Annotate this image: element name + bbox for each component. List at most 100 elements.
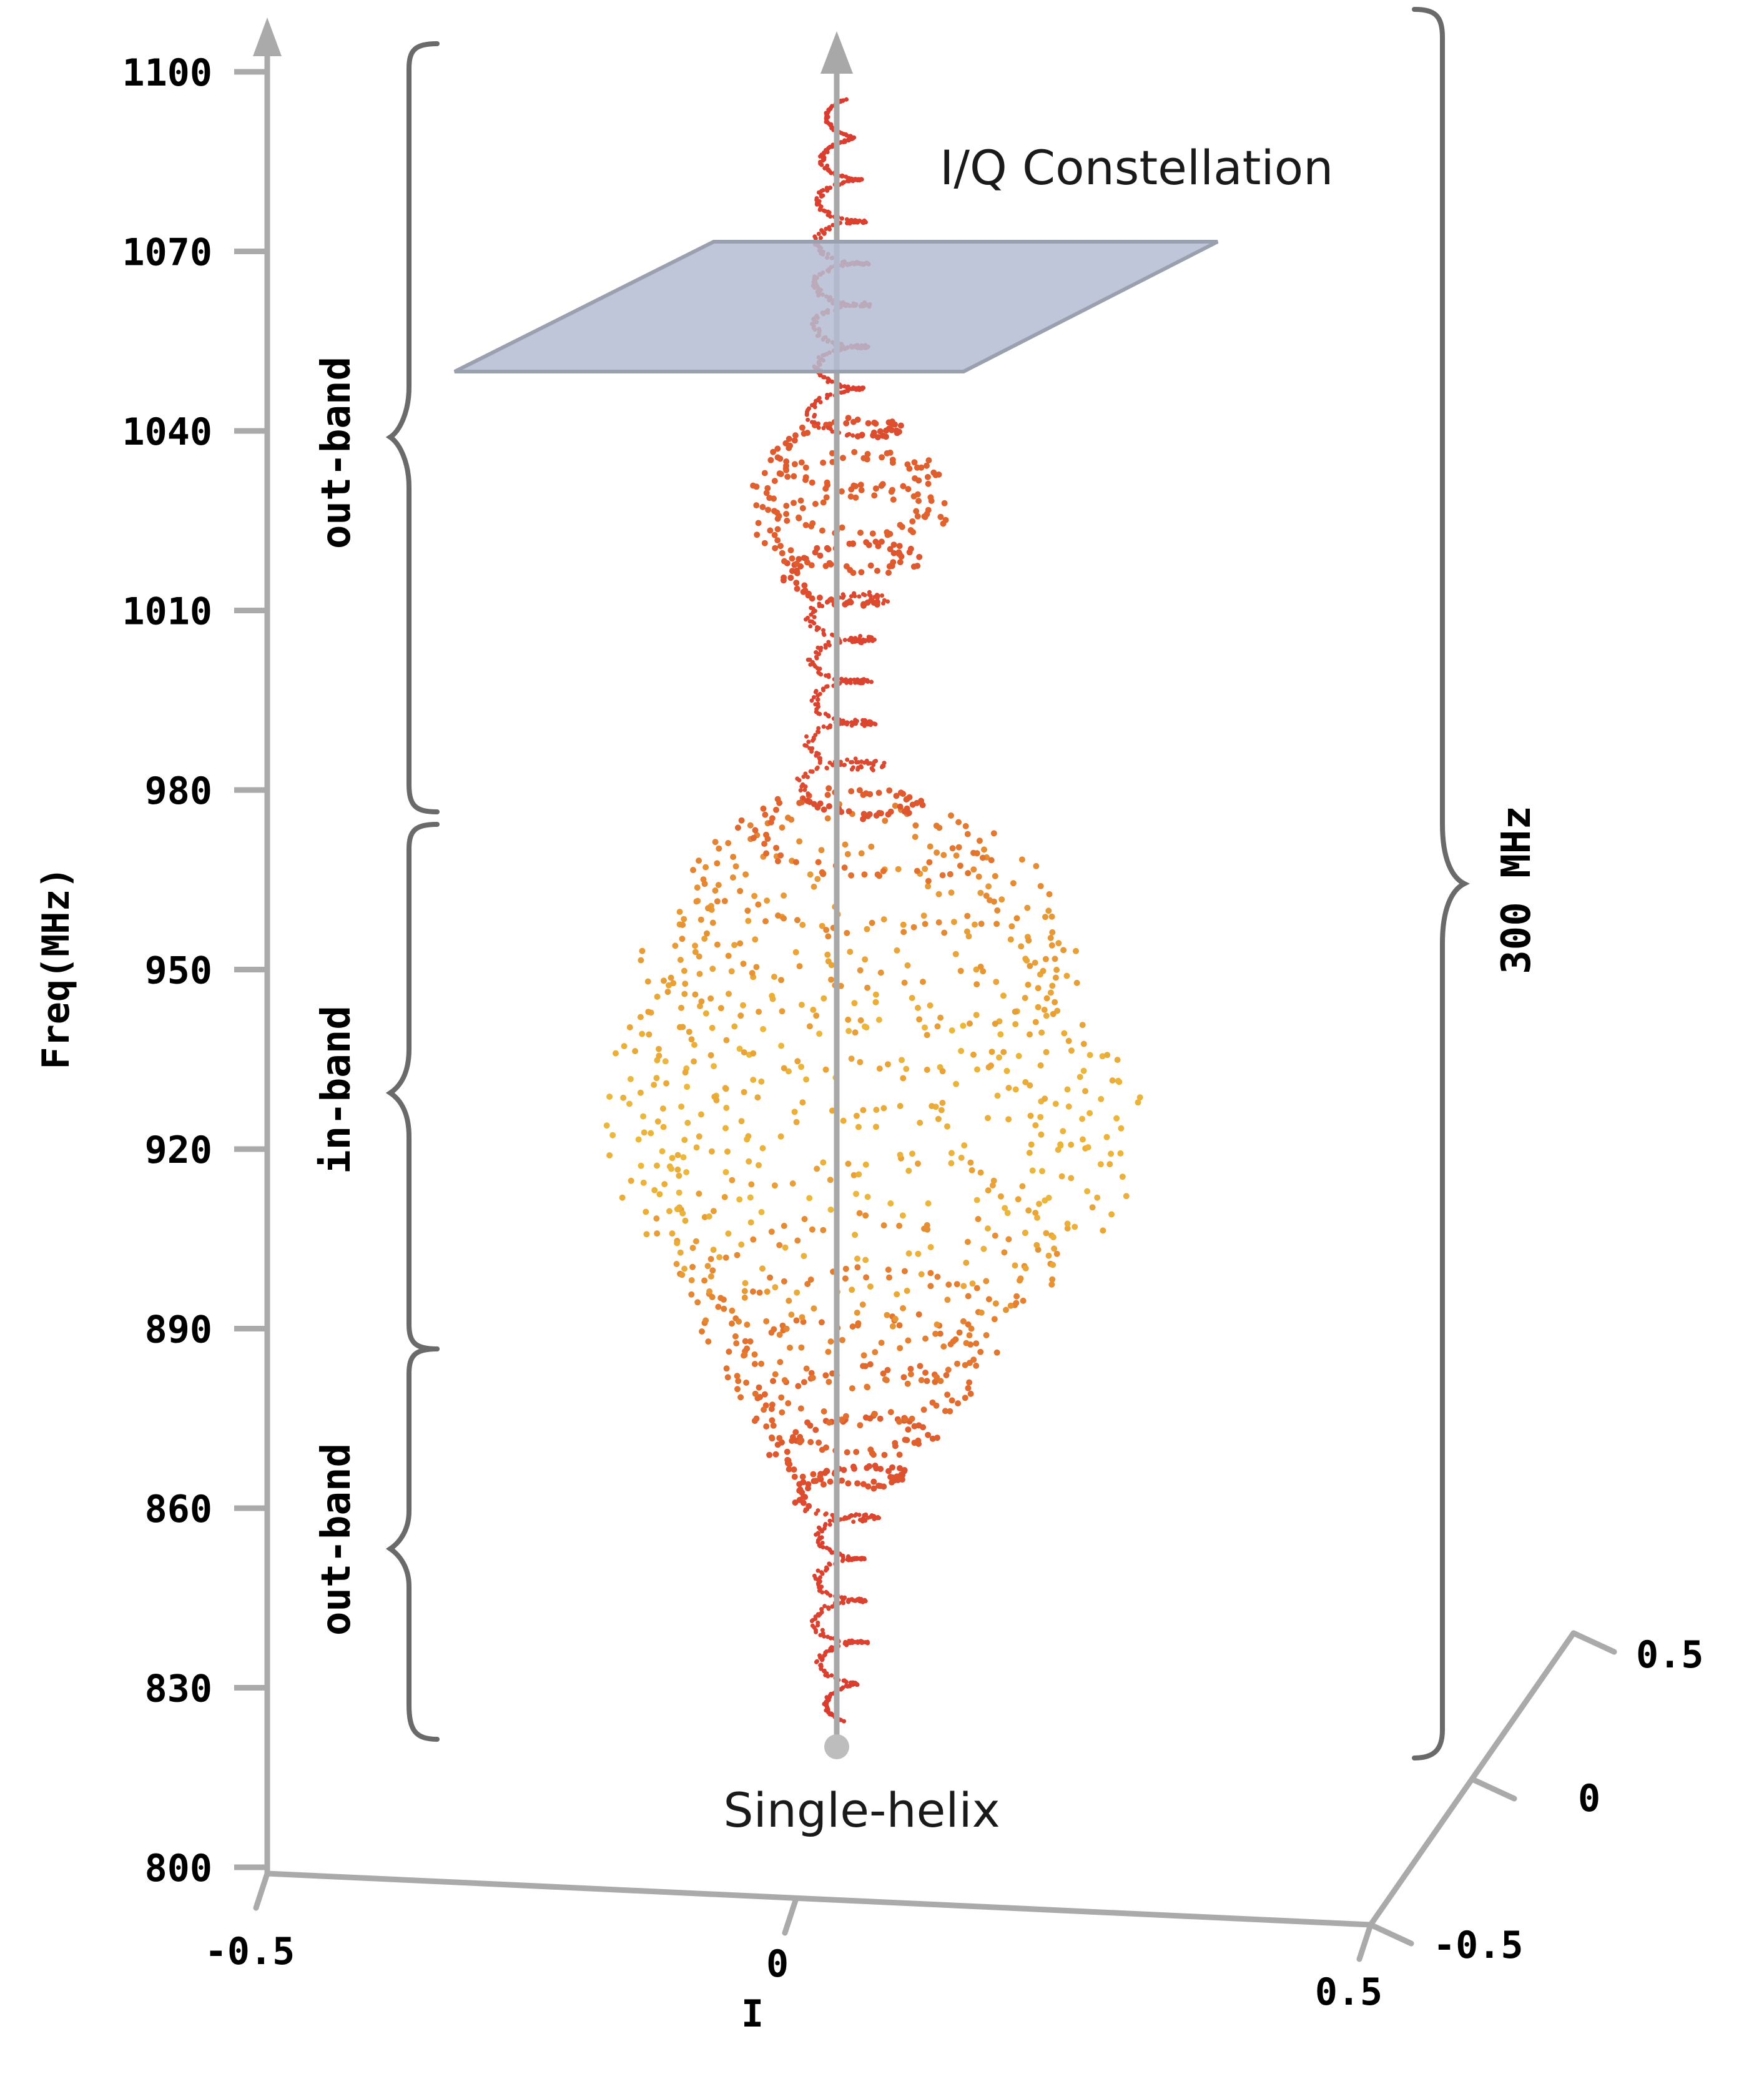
helix-point: [924, 473, 931, 480]
helix-point: [716, 845, 722, 852]
helix-point: [920, 1424, 927, 1431]
helix-point: [731, 1023, 738, 1030]
helix-point: [854, 387, 859, 391]
helix-point: [702, 864, 709, 871]
helix-point: [824, 1468, 830, 1474]
helix-point: [874, 601, 880, 608]
helix-point: [807, 658, 812, 662]
helix-point: [1020, 1297, 1027, 1304]
helix-point: [666, 1208, 673, 1215]
helix-point: [862, 1257, 869, 1263]
helix-point: [827, 1518, 832, 1523]
helix-point: [889, 486, 895, 493]
helix-point: [909, 518, 916, 525]
helix-point: [753, 1415, 760, 1422]
helix-point: [706, 1213, 712, 1220]
helix-point: [775, 912, 781, 919]
helix-point: [711, 1063, 717, 1070]
helix-point: [826, 560, 833, 566]
helix-point: [860, 1481, 867, 1488]
helix-point: [792, 432, 799, 439]
helix-point: [674, 1152, 681, 1158]
helix-point: [932, 1330, 939, 1337]
helix-point: [643, 1231, 650, 1238]
helix-point: [1108, 1150, 1115, 1157]
helix-point: [849, 1385, 855, 1392]
helix-point: [765, 506, 772, 513]
helix-point: [885, 1061, 891, 1068]
helix-point: [681, 1265, 688, 1272]
helix-point: [860, 601, 867, 608]
helix-point: [1022, 1230, 1028, 1237]
helix-point: [783, 511, 790, 517]
helix-point: [795, 1383, 802, 1390]
helix-point: [844, 1684, 849, 1689]
helix-point: [762, 918, 769, 925]
helix-point: [820, 1159, 827, 1166]
helix-point: [717, 1005, 724, 1012]
helix-point: [708, 1148, 715, 1155]
helix-point: [819, 645, 824, 650]
helix-point: [865, 420, 872, 427]
helix-point: [713, 1097, 720, 1104]
helix-point: [692, 1238, 699, 1245]
helix-point: [894, 430, 900, 437]
helix-point: [784, 1456, 791, 1463]
helix-point: [1089, 1204, 1096, 1211]
helix-point: [688, 1277, 695, 1283]
helix-point: [670, 980, 677, 987]
helix-point: [887, 1409, 894, 1416]
helix-point: [864, 679, 869, 684]
helix-point: [691, 1058, 697, 1065]
helix-point: [1118, 1125, 1125, 1132]
helix-point: [905, 809, 912, 816]
helix-point: [849, 594, 854, 599]
helix-point: [825, 376, 830, 381]
helix-point: [855, 219, 860, 224]
helix-point: [871, 492, 878, 499]
helix-point: [815, 1531, 820, 1536]
helix-point: [817, 552, 824, 559]
helix-point: [900, 1075, 907, 1082]
helix-point: [750, 834, 757, 841]
helix-point: [962, 1395, 968, 1401]
helix-point: [816, 726, 821, 731]
helix-origin-dot-icon: [824, 1734, 849, 1759]
helix-point: [779, 1008, 786, 1015]
helix-point: [763, 1318, 770, 1325]
helix-point: [855, 760, 860, 764]
helix-point: [941, 929, 948, 936]
helix-point: [747, 822, 754, 829]
helix-point: [819, 922, 825, 929]
helix-point: [807, 1439, 814, 1446]
helix-point: [738, 817, 745, 824]
helix-point: [640, 1113, 647, 1120]
helix-point: [817, 395, 822, 400]
helix-point: [853, 1112, 860, 1119]
helix-point: [682, 980, 689, 987]
z-tick-label: 1100: [122, 51, 213, 95]
helix-point: [914, 464, 920, 471]
helix-point: [696, 953, 702, 960]
helix-point: [734, 1373, 741, 1380]
helix-point: [821, 426, 826, 430]
helix-point: [801, 1379, 807, 1386]
helix-point: [660, 1123, 667, 1130]
helix-point: [1022, 995, 1028, 1001]
helix-point: [1003, 1067, 1010, 1074]
helix-point: [810, 746, 815, 751]
helix-point: [663, 1080, 670, 1087]
helix-point: [983, 1332, 990, 1338]
helix-point: [929, 1435, 936, 1442]
helix-point: [797, 497, 804, 504]
helix-point: [828, 962, 835, 969]
helix-point: [781, 915, 787, 922]
helix-point: [758, 1208, 765, 1215]
helix-point: [845, 808, 852, 815]
helix-point: [960, 1022, 967, 1029]
helix-point: [880, 1105, 887, 1112]
helix-point: [769, 992, 776, 999]
helix-point: [973, 1285, 980, 1291]
helix-point: [803, 1076, 810, 1083]
helix-point: [864, 926, 870, 932]
